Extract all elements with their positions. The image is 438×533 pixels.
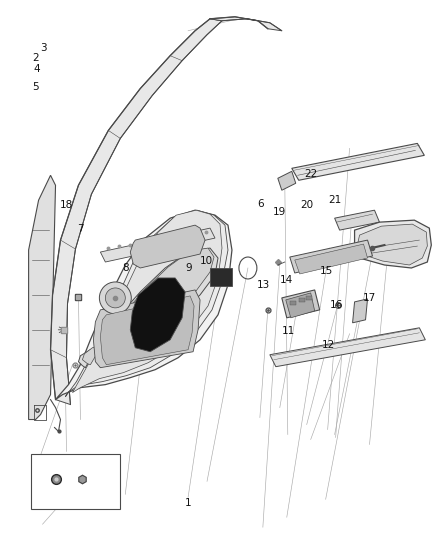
Text: 6: 6 bbox=[257, 199, 264, 209]
Polygon shape bbox=[286, 293, 314, 318]
Polygon shape bbox=[292, 143, 424, 180]
Polygon shape bbox=[282, 290, 320, 318]
Text: 8: 8 bbox=[122, 263, 128, 272]
Polygon shape bbox=[100, 296, 194, 365]
Polygon shape bbox=[93, 290, 200, 368]
Text: 20: 20 bbox=[300, 200, 313, 211]
Bar bbox=[306, 296, 312, 300]
Polygon shape bbox=[56, 210, 232, 400]
Polygon shape bbox=[210, 17, 282, 31]
Circle shape bbox=[106, 288, 125, 308]
Polygon shape bbox=[82, 248, 214, 365]
Text: 2: 2 bbox=[32, 53, 39, 63]
Polygon shape bbox=[78, 248, 218, 368]
Polygon shape bbox=[130, 278, 185, 352]
Polygon shape bbox=[28, 175, 56, 419]
Polygon shape bbox=[357, 224, 427, 265]
Text: 19: 19 bbox=[272, 207, 286, 217]
Polygon shape bbox=[100, 228, 215, 262]
Bar bbox=[210, 268, 232, 286]
Text: 9: 9 bbox=[185, 263, 192, 273]
Text: 7: 7 bbox=[77, 224, 84, 235]
Bar bbox=[290, 301, 296, 305]
Bar bbox=[31, 455, 120, 509]
Polygon shape bbox=[72, 210, 222, 393]
Text: 21: 21 bbox=[328, 195, 341, 205]
Text: 3: 3 bbox=[40, 43, 46, 53]
Text: 17: 17 bbox=[363, 293, 376, 303]
Text: 12: 12 bbox=[321, 340, 335, 350]
Text: 15: 15 bbox=[319, 266, 332, 276]
Text: 5: 5 bbox=[32, 83, 39, 92]
Text: 14: 14 bbox=[280, 275, 293, 285]
Polygon shape bbox=[335, 210, 379, 230]
Polygon shape bbox=[355, 220, 431, 268]
Bar bbox=[299, 298, 305, 302]
Polygon shape bbox=[270, 328, 425, 367]
Polygon shape bbox=[295, 244, 367, 274]
Polygon shape bbox=[130, 225, 205, 268]
Text: 1: 1 bbox=[185, 498, 192, 508]
Polygon shape bbox=[50, 19, 222, 405]
Polygon shape bbox=[66, 210, 228, 397]
Text: 10: 10 bbox=[200, 256, 213, 266]
Text: 4: 4 bbox=[33, 64, 40, 74]
Text: 16: 16 bbox=[329, 300, 343, 310]
Polygon shape bbox=[290, 240, 372, 273]
Text: 22: 22 bbox=[304, 168, 317, 179]
Text: 18: 18 bbox=[60, 200, 73, 211]
Polygon shape bbox=[278, 171, 296, 190]
Text: 13: 13 bbox=[257, 280, 270, 290]
Text: 11: 11 bbox=[281, 326, 295, 336]
Circle shape bbox=[99, 282, 131, 314]
Polygon shape bbox=[353, 299, 367, 323]
